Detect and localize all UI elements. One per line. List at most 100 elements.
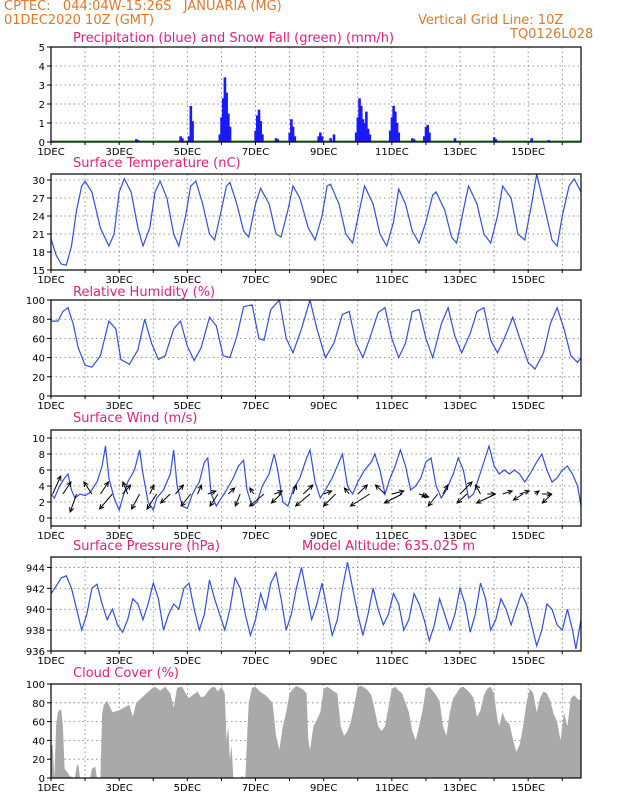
humidity-ytick-label: 100: [26, 296, 45, 307]
wind-vector-head: [374, 484, 381, 490]
wind-vector-head: [427, 501, 433, 507]
humidity-xtick-label: 11DEC: [375, 401, 409, 412]
wind-ytick-label: 4: [39, 482, 45, 493]
wind-vector-head: [159, 498, 166, 504]
wind-vector: [475, 484, 481, 495]
wind-vector: [344, 487, 350, 495]
wind-vector-head: [249, 487, 255, 494]
wind-title: Surface Wind (m/s): [73, 411, 197, 426]
wind-vector-head: [149, 483, 155, 491]
wind-vector-head: [292, 483, 298, 491]
wind-vector: [513, 493, 524, 501]
precip-bar: [256, 115, 259, 142]
wind-vector: [100, 481, 109, 495]
temperature-ytick-label: 15: [32, 266, 45, 277]
wind-vector-head: [210, 490, 217, 495]
wind-vector-head: [362, 484, 369, 490]
precip-bar: [365, 111, 368, 142]
wind-vector: [197, 484, 203, 495]
cloud-ytick-label: 40: [32, 736, 45, 747]
wind-vector: [131, 493, 141, 510]
pressure-ytick-label: 938: [26, 626, 45, 637]
pressure-ytick-label: 936: [26, 647, 45, 658]
wind-vector: [146, 493, 158, 510]
temperature-xtick-label: 5DEC: [174, 275, 201, 286]
wind-vector: [427, 493, 439, 507]
wind-vector-head: [277, 490, 284, 495]
precip-bar: [366, 128, 370, 142]
wind-vector-head: [524, 489, 531, 495]
wind-vector-head: [98, 504, 105, 510]
temperature-ytick-label: 27: [32, 194, 45, 205]
precip-bar: [547, 140, 551, 142]
precip-ytick-label: 2: [39, 100, 45, 111]
precip-panel: [47, 46, 581, 143]
cloud-data: [51, 685, 581, 778]
precip-bar: [361, 119, 365, 142]
wind-vector-head: [507, 489, 514, 495]
wind-vector: [274, 490, 283, 495]
wind-vector-head: [180, 501, 186, 507]
wind-vector-head: [69, 506, 75, 514]
wind-vector: [323, 490, 332, 495]
precip-ytick-label: 4: [39, 62, 45, 73]
precip-bar: [259, 121, 263, 142]
temperature-frame: [50, 173, 582, 271]
temperature-ytick-label: 24: [32, 212, 45, 223]
humidity-xtick-label: 9DEC: [310, 401, 337, 412]
cloud-xtick-label: 1DEC: [37, 783, 64, 794]
temperature-xtick-label: 9DEC: [310, 275, 337, 286]
precip-xtick-label: 11DEC: [375, 147, 409, 158]
wind-vector: [62, 481, 72, 495]
precip-bar: [221, 98, 225, 142]
wind-vector: [69, 493, 78, 513]
wind-vector: [391, 490, 404, 495]
wind-ytick-label: 6: [39, 466, 45, 477]
wind-vector-head: [307, 484, 314, 490]
cloud-xtick-label: 3DEC: [105, 783, 132, 794]
pressure-xtick-label: 15DEC: [511, 656, 545, 667]
temperature-panel: [47, 174, 581, 271]
precip-bar: [428, 132, 431, 142]
precip-bar: [390, 117, 394, 142]
wind-vector: [249, 487, 255, 495]
precip-ytick-label: 1: [39, 119, 45, 130]
precip-bar: [135, 139, 138, 142]
wind-ytick-label: 8: [39, 450, 45, 461]
wind-vector-head: [383, 498, 390, 504]
wind-vector: [456, 493, 468, 504]
precip-bar: [291, 126, 295, 142]
wind-xtick-label: 15DEC: [511, 531, 545, 542]
temperature-data: [51, 174, 581, 266]
cloud-title: Cloud Cover (%): [73, 666, 179, 681]
precip-bar: [223, 77, 227, 142]
wind-xtick-label: 1DEC: [37, 531, 64, 542]
wind-vector: [459, 481, 473, 495]
precip-bar: [181, 138, 184, 142]
precip-bar: [356, 117, 360, 142]
precip-xtick-label: 9DEC: [310, 147, 337, 158]
wind-vector-head: [178, 484, 185, 490]
wind-vector: [292, 484, 297, 495]
wind-vector-head: [475, 498, 482, 504]
pressure-xtick-label: 13DEC: [443, 656, 477, 667]
wind-vector-head: [349, 501, 356, 507]
cloud-ytick-label: 100: [26, 680, 45, 691]
wind-ytick-label: 0: [39, 514, 45, 525]
wind-xtick-label: 9DEC: [310, 531, 337, 542]
wind-vector-head: [66, 481, 72, 488]
wind-vector: [249, 493, 265, 507]
wind-vector: [175, 484, 184, 495]
precip-xtick-label: 15DEC: [511, 147, 545, 158]
wind-vector: [519, 490, 530, 495]
precip-bar: [423, 136, 426, 142]
precip-bar: [320, 136, 324, 142]
wind-vector-head: [541, 498, 548, 504]
wind-vector: [295, 493, 311, 507]
wind-vector: [180, 493, 192, 507]
temperature-xtick-label: 1DEC: [37, 275, 64, 286]
wind-vector-head: [421, 492, 427, 498]
wind-vector-head: [270, 498, 277, 504]
wind-xtick-label: 7DEC: [242, 531, 269, 542]
wind-vector-head: [131, 503, 136, 511]
